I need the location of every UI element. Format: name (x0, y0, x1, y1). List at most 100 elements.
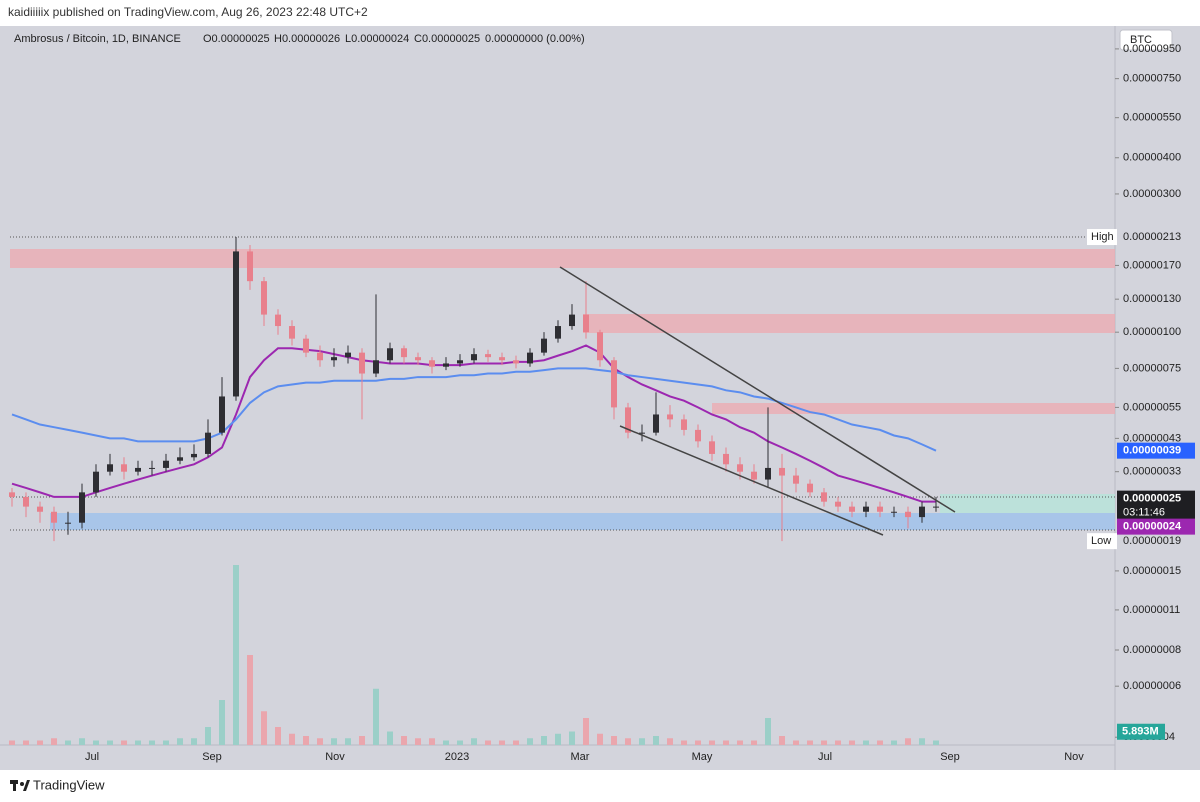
candle-body (597, 332, 603, 361)
candle-body (695, 429, 701, 442)
extreme-tag: Low (1091, 535, 1111, 547)
volume-bar (485, 740, 491, 745)
volume-bar (653, 736, 659, 745)
candle-body (331, 357, 337, 361)
ohlc-low: L0.00000024 (345, 33, 409, 45)
volume-bar (205, 727, 211, 745)
candle-body (933, 506, 939, 508)
resistance-zone (583, 314, 1115, 333)
publisher-line: kaidiiiiix published on TradingView.com,… (8, 5, 368, 19)
candle-body (779, 467, 785, 476)
symbol-title: Ambrosus / Bitcoin, 1D, BINANCE (14, 33, 181, 45)
candle-body (499, 357, 505, 361)
candle-body (415, 357, 421, 361)
ohlc-high: H0.00000026 (274, 33, 340, 45)
last-price: 0.00000025 (1123, 493, 1181, 505)
volume-bar (387, 731, 393, 745)
volume-bar (793, 740, 799, 745)
volume-bar (695, 740, 701, 745)
candle-body (583, 314, 589, 333)
volume-bar (401, 736, 407, 745)
candle-body (359, 352, 365, 374)
price-tick-label: 0.00000011 (1123, 604, 1180, 616)
volume-bar (877, 740, 883, 745)
time-label: May (692, 751, 713, 763)
candle-body (163, 460, 169, 468)
candle-body (723, 453, 729, 465)
candle-body (863, 506, 869, 512)
candle-body (289, 326, 295, 339)
time-label: Sep (202, 751, 222, 763)
time-label: 2023 (445, 751, 469, 763)
volume-bar (597, 733, 603, 745)
volume-bar (513, 740, 519, 745)
time-label: Mar (571, 751, 590, 763)
volume-badge-bg (1117, 723, 1165, 740)
candle-body (751, 471, 757, 480)
moving-average (11, 367, 937, 452)
volume-bar (345, 738, 351, 745)
volume-bar (569, 731, 575, 745)
candle-body (807, 483, 813, 493)
brand-logo (10, 780, 30, 791)
candle-body (835, 501, 841, 507)
volume-bar (681, 740, 687, 745)
ma-fast-badge-bg (1117, 518, 1195, 535)
volume-bar (625, 738, 631, 745)
currency-label: BTC (1130, 34, 1152, 46)
price-tick-label: 0.00000130 (1123, 293, 1181, 305)
candle-body (261, 281, 267, 315)
candle-body (919, 506, 925, 518)
volume-bar (149, 740, 155, 745)
support-zone (50, 513, 1115, 530)
candle-body (205, 432, 211, 454)
candle-body (51, 511, 57, 523)
volume-bar (233, 565, 239, 745)
candle-body (149, 467, 155, 469)
price-tick-label: 0.00000100 (1123, 326, 1181, 338)
candle-body (667, 414, 673, 420)
currency-button[interactable] (1119, 29, 1173, 51)
volume-bar (177, 738, 183, 745)
candle-body (107, 464, 113, 472)
bar-countdown: 03:11:46 (1123, 507, 1165, 519)
candle-body (37, 506, 43, 512)
volume-bar (611, 736, 617, 745)
candle-body (527, 352, 533, 364)
volume-bar (499, 740, 505, 745)
volume-bar (891, 740, 897, 745)
volume-bar (247, 655, 253, 745)
volume-bar (261, 711, 267, 745)
candle-body (79, 492, 85, 523)
price-tick-label: 0.00000170 (1123, 259, 1181, 271)
candle-body (9, 492, 15, 497)
candle-body (625, 407, 631, 433)
volume-bar (555, 733, 561, 745)
candle-body (485, 354, 491, 358)
brand-name: TradingView (33, 777, 105, 792)
breakout-zone (940, 494, 1115, 513)
volume-bar (807, 740, 813, 745)
volume-bar (751, 740, 757, 745)
time-label: Sep (940, 751, 960, 763)
volume-badge: 5.893M (1122, 726, 1159, 738)
ma-slow-badge-bg (1117, 442, 1195, 459)
price-tick-label: 0.00000750 (1123, 73, 1181, 85)
extreme-tag-bg (1087, 533, 1117, 550)
candle-body (541, 338, 547, 353)
time-label: Nov (325, 751, 345, 763)
price-tick-label: 0.00000400 (1123, 152, 1181, 164)
candle-body (611, 360, 617, 408)
extreme-value-bg (1119, 533, 1195, 550)
ma-fast-badge: 0.00000024 (1123, 521, 1182, 533)
candle-body (709, 441, 715, 454)
candle-body (191, 453, 197, 458)
volume-bar (121, 740, 127, 745)
candle-body (891, 511, 897, 513)
candle-body (247, 251, 253, 282)
candle-body (569, 314, 575, 327)
candle-body (765, 467, 771, 480)
candle-body (905, 511, 911, 518)
volume-bar (723, 740, 729, 745)
volume-bar (163, 740, 169, 745)
